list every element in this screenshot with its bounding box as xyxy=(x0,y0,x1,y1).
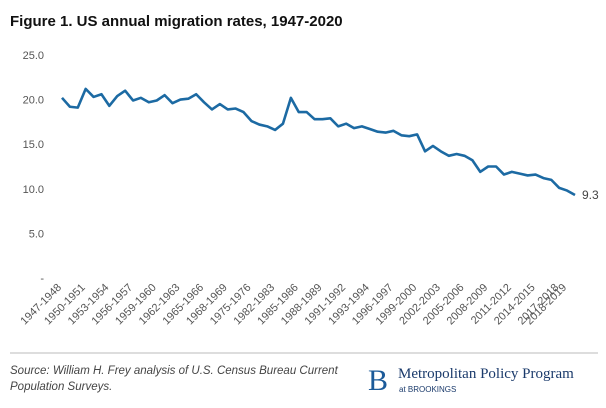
source-line: Source: William H. Frey analysis of U.S.… xyxy=(10,365,339,377)
y-tick-label: 15.0 xyxy=(23,139,44,151)
y-tick-label: 5.0 xyxy=(29,228,44,240)
data-line xyxy=(61,87,576,197)
chart-title: Figure 1. US annual migration rates, 194… xyxy=(10,13,343,30)
brand-name: Metropolitan Policy Program xyxy=(398,366,574,382)
brand-sub: at BROOKINGS xyxy=(399,385,456,394)
end-value-label: 9.3 xyxy=(582,188,599,202)
y-tick-label: 10.0 xyxy=(23,184,44,196)
y-tick-label: - xyxy=(40,273,44,285)
source-line: Population Surveys. xyxy=(10,381,112,393)
y-tick-label: 20.0 xyxy=(23,95,44,107)
y-tick-label: 25.0 xyxy=(23,50,44,62)
brand-logo: B xyxy=(368,364,388,397)
